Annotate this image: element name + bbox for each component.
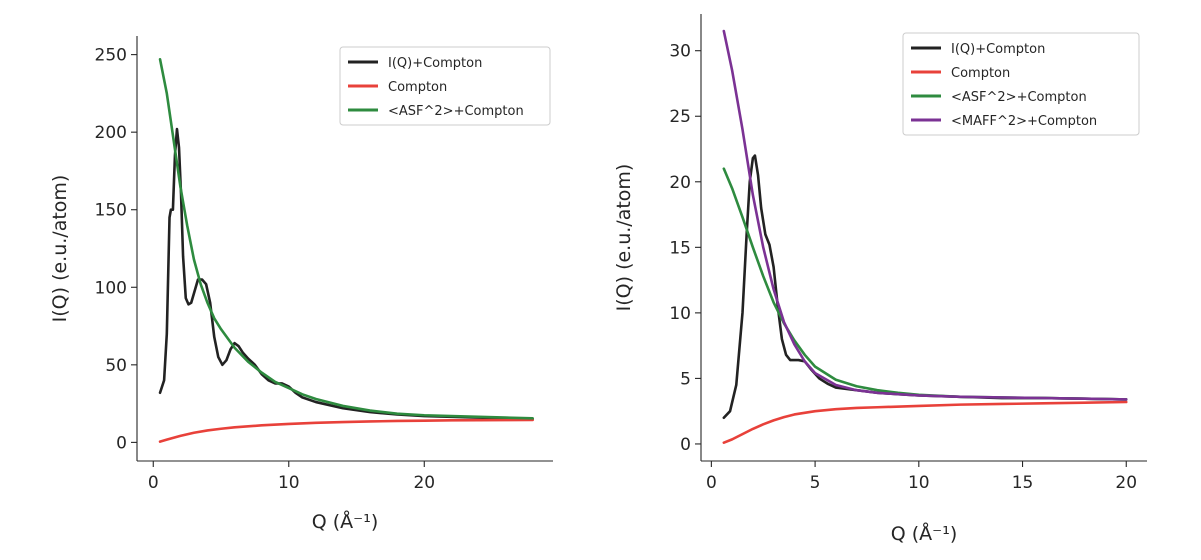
series-line-2 bbox=[722, 167, 1128, 401]
y-tick-label: 150 bbox=[95, 201, 127, 221]
y-tick-label: 10 bbox=[669, 304, 691, 324]
x-tick-label: 10 bbox=[278, 473, 300, 493]
legend-entry-0: I(Q)+Compton bbox=[388, 56, 482, 71]
legend-box bbox=[339, 46, 551, 126]
legend-entry-2: <ASF^2>+Compton bbox=[388, 104, 524, 119]
y-tick-label: 30 bbox=[669, 42, 691, 62]
x-tick-label: 15 bbox=[1012, 473, 1034, 493]
legend-entry-3: <MAFF^2>+Compton bbox=[951, 114, 1097, 129]
y-axis-label: I(Q) (e.u./atom) bbox=[613, 164, 635, 312]
y-tick-label: 5 bbox=[680, 369, 691, 389]
series-line-0 bbox=[722, 154, 1128, 420]
y-tick-label: 200 bbox=[95, 123, 127, 143]
legend-entry-1: Compton bbox=[388, 80, 447, 95]
series-line-1 bbox=[722, 400, 1128, 444]
y-tick-label: 15 bbox=[669, 238, 691, 258]
x-tick-label: 0 bbox=[148, 473, 159, 493]
y-tick-label: 20 bbox=[669, 173, 691, 193]
legend-box bbox=[902, 32, 1140, 136]
legend-entry-1: Compton bbox=[951, 66, 1010, 81]
y-tick-label: 100 bbox=[95, 278, 127, 298]
right-chart-panel: 0 5 10 15 20 0 5 10 15 20 25 30 Q (Å⁻¹) I(Q) (e.u./at… bbox=[613, 14, 1147, 545]
y-tick-label: 50 bbox=[105, 356, 127, 376]
y-tick-label: 250 bbox=[95, 46, 127, 66]
series-line-1 bbox=[158, 418, 534, 443]
y-tick-label: 0 bbox=[680, 435, 691, 455]
y-tick-label: 0 bbox=[116, 433, 127, 453]
series-line-2 bbox=[158, 57, 534, 420]
legend-entry-0: I(Q)+Compton bbox=[951, 42, 1045, 57]
x-tick-label: 20 bbox=[413, 473, 435, 493]
y-axis-label: I(Q) (e.u./atom) bbox=[49, 175, 71, 323]
legend-entry-2: <ASF^2>+Compton bbox=[951, 90, 1087, 105]
x-tick-label: 10 bbox=[908, 473, 930, 493]
y-tick-label: 25 bbox=[669, 107, 691, 127]
x-axis-label: Q (Å⁻¹) bbox=[312, 510, 378, 533]
x-tick-label: 5 bbox=[810, 473, 821, 493]
series-line-0 bbox=[158, 127, 534, 421]
x-axis-label: Q (Å⁻¹) bbox=[891, 522, 957, 545]
series-line-3 bbox=[722, 29, 1128, 401]
x-tick-label: 20 bbox=[1115, 473, 1137, 493]
x-tick-label: 0 bbox=[706, 473, 717, 493]
